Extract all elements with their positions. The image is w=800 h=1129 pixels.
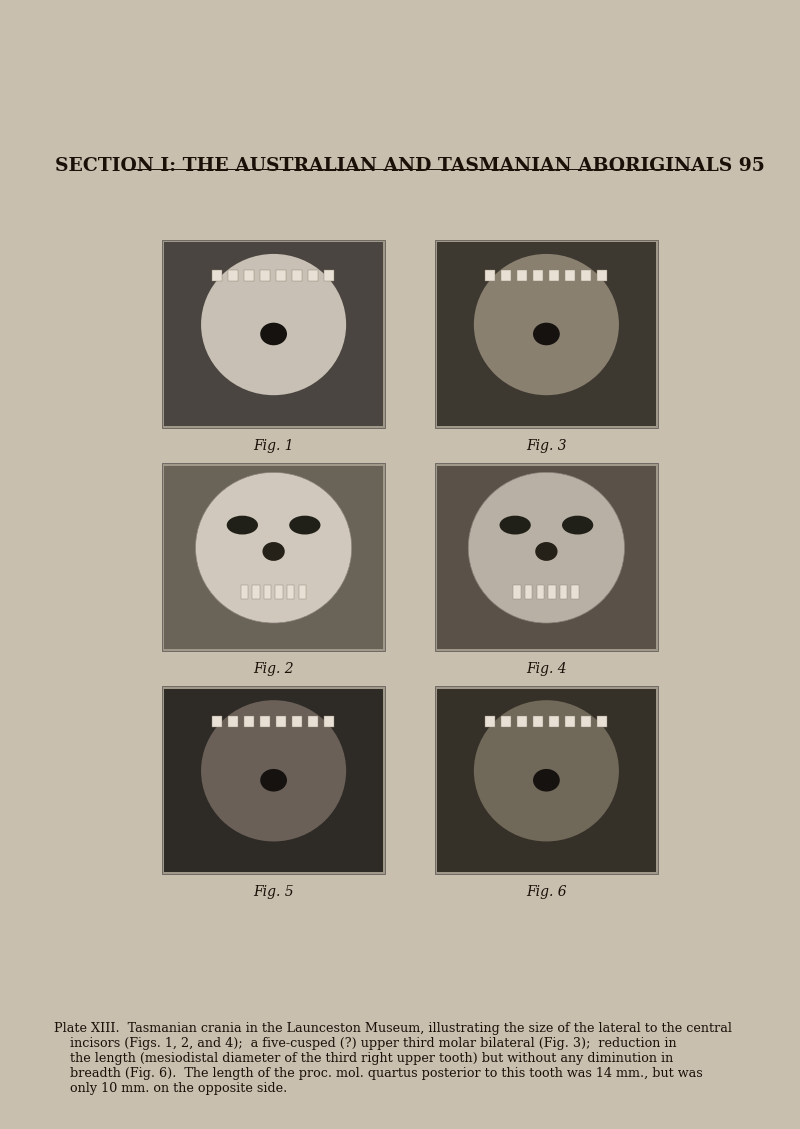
Bar xyxy=(252,585,259,598)
Bar xyxy=(276,270,286,281)
Bar xyxy=(549,270,559,281)
Bar xyxy=(287,585,294,598)
Text: Fig. 4: Fig. 4 xyxy=(526,662,566,676)
Bar xyxy=(212,270,222,281)
Bar xyxy=(435,686,658,874)
Ellipse shape xyxy=(468,472,625,623)
Bar xyxy=(162,686,386,874)
Bar xyxy=(537,585,544,598)
Bar xyxy=(324,270,334,281)
Bar xyxy=(244,270,254,281)
Bar xyxy=(264,585,271,598)
Bar xyxy=(501,716,511,727)
Bar xyxy=(581,716,590,727)
Ellipse shape xyxy=(474,700,619,841)
Bar xyxy=(244,716,254,727)
Bar xyxy=(485,716,495,727)
Bar xyxy=(533,716,543,727)
Bar xyxy=(260,270,270,281)
Ellipse shape xyxy=(499,516,530,534)
Bar xyxy=(485,270,495,281)
Bar xyxy=(571,585,578,598)
Bar xyxy=(308,270,318,281)
Ellipse shape xyxy=(201,700,346,841)
Bar xyxy=(581,270,590,281)
Bar xyxy=(241,585,248,598)
Bar xyxy=(292,270,302,281)
Bar xyxy=(228,716,238,727)
Text: Fig. 6: Fig. 6 xyxy=(526,885,566,899)
Bar xyxy=(597,270,606,281)
Bar xyxy=(517,716,527,727)
Ellipse shape xyxy=(535,542,558,561)
Bar xyxy=(435,239,658,428)
Bar xyxy=(162,463,386,651)
Ellipse shape xyxy=(195,472,352,623)
Bar xyxy=(292,716,302,727)
Bar xyxy=(164,465,383,649)
Text: Fig. 3: Fig. 3 xyxy=(526,438,566,453)
Bar xyxy=(435,463,658,651)
Bar xyxy=(162,239,386,428)
Bar xyxy=(437,465,656,649)
Ellipse shape xyxy=(226,516,258,534)
Bar xyxy=(276,716,286,727)
Bar xyxy=(228,270,238,281)
Bar xyxy=(164,243,383,426)
Ellipse shape xyxy=(262,542,285,561)
Bar xyxy=(308,716,318,727)
Text: Fig. 2: Fig. 2 xyxy=(254,662,294,676)
Ellipse shape xyxy=(260,769,287,791)
Text: Fig. 5: Fig. 5 xyxy=(254,885,294,899)
Bar xyxy=(549,716,559,727)
Ellipse shape xyxy=(533,323,560,345)
Bar xyxy=(437,243,656,426)
Bar xyxy=(565,270,574,281)
Text: Fig. 1: Fig. 1 xyxy=(254,438,294,453)
Bar xyxy=(560,585,567,598)
Bar xyxy=(212,716,222,727)
Bar xyxy=(597,716,606,727)
Bar xyxy=(501,270,511,281)
Bar xyxy=(525,585,532,598)
Ellipse shape xyxy=(201,254,346,395)
Bar xyxy=(324,716,334,727)
Ellipse shape xyxy=(533,769,560,791)
Text: SECTION I: THE AUSTRALIAN AND TASMANIAN ABORIGINALS 95: SECTION I: THE AUSTRALIAN AND TASMANIAN … xyxy=(55,157,765,175)
Bar xyxy=(548,585,555,598)
Bar xyxy=(298,585,306,598)
Ellipse shape xyxy=(260,323,287,345)
Ellipse shape xyxy=(290,516,321,534)
Bar xyxy=(533,270,543,281)
Bar xyxy=(260,716,270,727)
Bar xyxy=(565,716,574,727)
Bar xyxy=(275,585,282,598)
Bar xyxy=(164,689,383,872)
Bar xyxy=(517,270,527,281)
Bar xyxy=(437,689,656,872)
Ellipse shape xyxy=(562,516,594,534)
Bar xyxy=(514,585,521,598)
Text: Plate XIII.  Tasmanian crania in the Launceston Museum, illustrating the size of: Plate XIII. Tasmanian crania in the Laun… xyxy=(54,1022,733,1095)
Ellipse shape xyxy=(474,254,619,395)
